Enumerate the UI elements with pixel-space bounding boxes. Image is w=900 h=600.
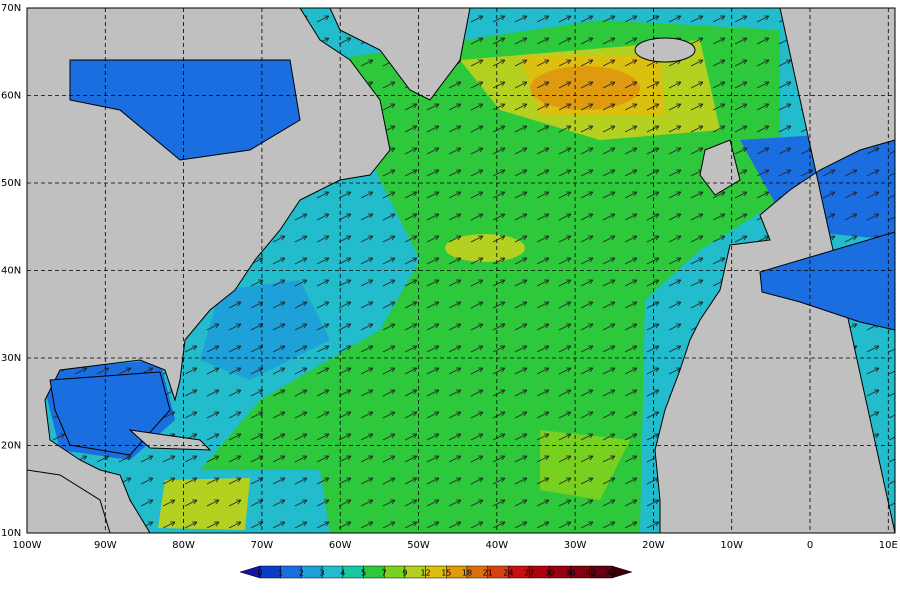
- axis-labels: 100W 90W 80W 70W 60W 50W 40W 30W 20W 10W 0 10E 70N 60…: [1, 3, 898, 551]
- grid: [27, 8, 895, 533]
- lon-label: 30W: [564, 540, 587, 551]
- hudson-bay: [69, 59, 301, 161]
- land-iceland: [634, 37, 696, 63]
- lon-label: 70W: [251, 540, 274, 551]
- lon-label: 10E: [879, 540, 898, 551]
- mediterranean: [759, 231, 895, 331]
- colorbar-label: 1: [278, 569, 283, 578]
- lat-label: 70N: [1, 3, 21, 14]
- colorbar-label: 27: [524, 569, 534, 578]
- lon-label: 90W: [94, 540, 117, 551]
- lon-label: 100W: [13, 540, 42, 551]
- colorbar-over: [611, 565, 633, 579]
- colorbar-label: 0: [257, 569, 262, 578]
- colorbar-label: 15: [441, 569, 451, 578]
- land-greenland: [329, 8, 471, 101]
- colorbar-label: 36: [565, 569, 575, 578]
- colorbar-label: 48: [607, 569, 617, 578]
- lat-label: 50N: [1, 178, 21, 189]
- lon-label: 50W: [407, 540, 430, 551]
- colorbar-label: 30: [545, 569, 555, 578]
- colorbar-label: 18: [462, 569, 472, 578]
- land-britain: [699, 139, 741, 196]
- lon-label: 40W: [485, 540, 508, 551]
- lat-label: 30N: [1, 353, 21, 364]
- colorbar-label: 42: [586, 569, 596, 578]
- colorbar-label: 24: [503, 569, 513, 578]
- lat-label: 20N: [1, 441, 21, 452]
- colorbar-label: 7: [382, 569, 387, 578]
- lat-label: 40N: [1, 266, 21, 277]
- lon-label: 0: [807, 540, 813, 551]
- map-frame: [26, 7, 896, 534]
- colorbar-label: 12: [421, 569, 431, 578]
- lon-label: 60W: [329, 540, 352, 551]
- land-south-america: [27, 469, 111, 533]
- lon-label: 10W: [720, 540, 743, 551]
- lon-label: 20W: [642, 540, 665, 551]
- colorbar: 0 1 2 3 4 5 7 9 12 15 18 21 24 27 30 36 42 48: [239, 565, 633, 579]
- lat-label: 10N: [1, 528, 21, 539]
- land-cuba: [128, 429, 212, 451]
- colorbar-label: 2: [299, 569, 304, 578]
- colorbar-label: 5: [361, 569, 366, 578]
- colorbar-label: 3: [320, 569, 325, 578]
- colorbar-label: 4: [340, 569, 345, 578]
- colorbar-label: 9: [402, 569, 407, 578]
- land-north-america: [27, 8, 391, 533]
- lon-label: 80W: [172, 540, 195, 551]
- colorbar-label: 21: [483, 569, 493, 578]
- lat-label: 60N: [1, 91, 21, 102]
